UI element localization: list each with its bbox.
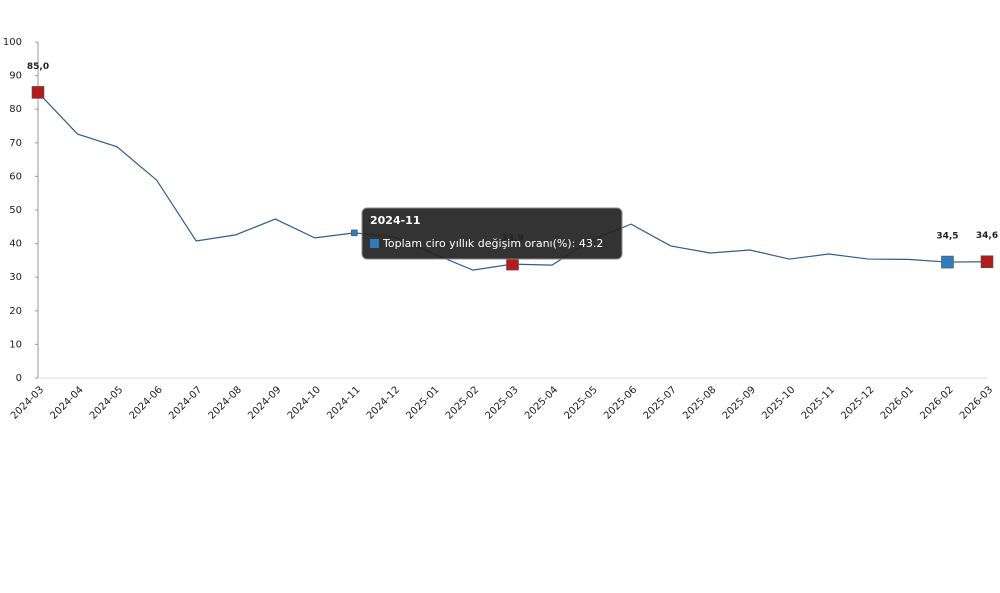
y-tick-label: 80 — [9, 104, 22, 115]
marker — [351, 229, 358, 237]
x-tick-label: 2024-10 — [286, 384, 323, 421]
x-tick-label: 2025-02 — [444, 384, 481, 421]
x-tick-label: 2026-01 — [879, 384, 916, 421]
y-tick-label: 30 — [9, 272, 22, 283]
data-label: 34,5 — [936, 232, 958, 242]
y-tick-label: 50 — [9, 205, 22, 216]
x-tick-label: 2024-11 — [325, 384, 362, 421]
x-tick-label: 2025-01 — [404, 384, 441, 421]
y-tick-label: 90 — [9, 71, 22, 82]
y-tick-label: 0 — [16, 373, 22, 384]
x-tick-label: 2024-04 — [48, 384, 85, 421]
marker — [31, 86, 45, 99]
x-tick-label: 2025-10 — [760, 384, 797, 421]
x-tick-label: 2025-03 — [483, 384, 520, 421]
x-tick-label: 2025-04 — [523, 384, 560, 421]
x-tick-label: 2024-07 — [167, 384, 204, 421]
x-tick-label: 2025-09 — [721, 384, 758, 421]
x-tick-label: 2025-06 — [602, 384, 639, 421]
x-tick-label: 2026-03 — [958, 384, 995, 421]
y-tick-label: 40 — [9, 239, 22, 250]
y-tick-label: 20 — [9, 306, 22, 317]
data-label: 34,6 — [976, 231, 998, 241]
marker — [980, 255, 994, 269]
x-tick-label: 2024-12 — [365, 384, 402, 421]
x-tick-label: 2026-02 — [918, 384, 955, 421]
tooltip-text: Toplam ciro yıllık değişim oranı(%): 43.… — [382, 237, 603, 250]
x-tick-label: 2024-08 — [207, 384, 244, 421]
marker — [506, 257, 519, 271]
x-tick-label: 2025-07 — [642, 384, 679, 421]
tooltip: 2024-11 Toplam ciro yıllık değişim oranı(… — [361, 207, 623, 260]
x-tick-label: 2024-03 — [9, 384, 46, 421]
y-tick-label: 60 — [9, 171, 22, 182]
tooltip-title: 2024-11 — [370, 214, 421, 227]
x-tick-label: 2024-06 — [128, 384, 165, 421]
tooltip-box — [361, 207, 623, 260]
x-tick-label: 2025-05 — [562, 384, 599, 421]
data-label: 85,0 — [27, 62, 49, 72]
y-tick-label: 100 — [3, 37, 22, 48]
tooltip-swatch — [370, 239, 379, 248]
marker — [941, 255, 954, 269]
x-tick-label: 2024-05 — [88, 384, 125, 421]
x-tick-label: 2025-11 — [800, 384, 837, 421]
x-tick-label: 2025-12 — [839, 384, 876, 421]
y-tick-label: 10 — [9, 339, 22, 350]
y-tick-label: 70 — [9, 138, 22, 149]
x-tick-label: 2024-09 — [246, 384, 283, 421]
x-tick-label: 2025-08 — [681, 384, 718, 421]
